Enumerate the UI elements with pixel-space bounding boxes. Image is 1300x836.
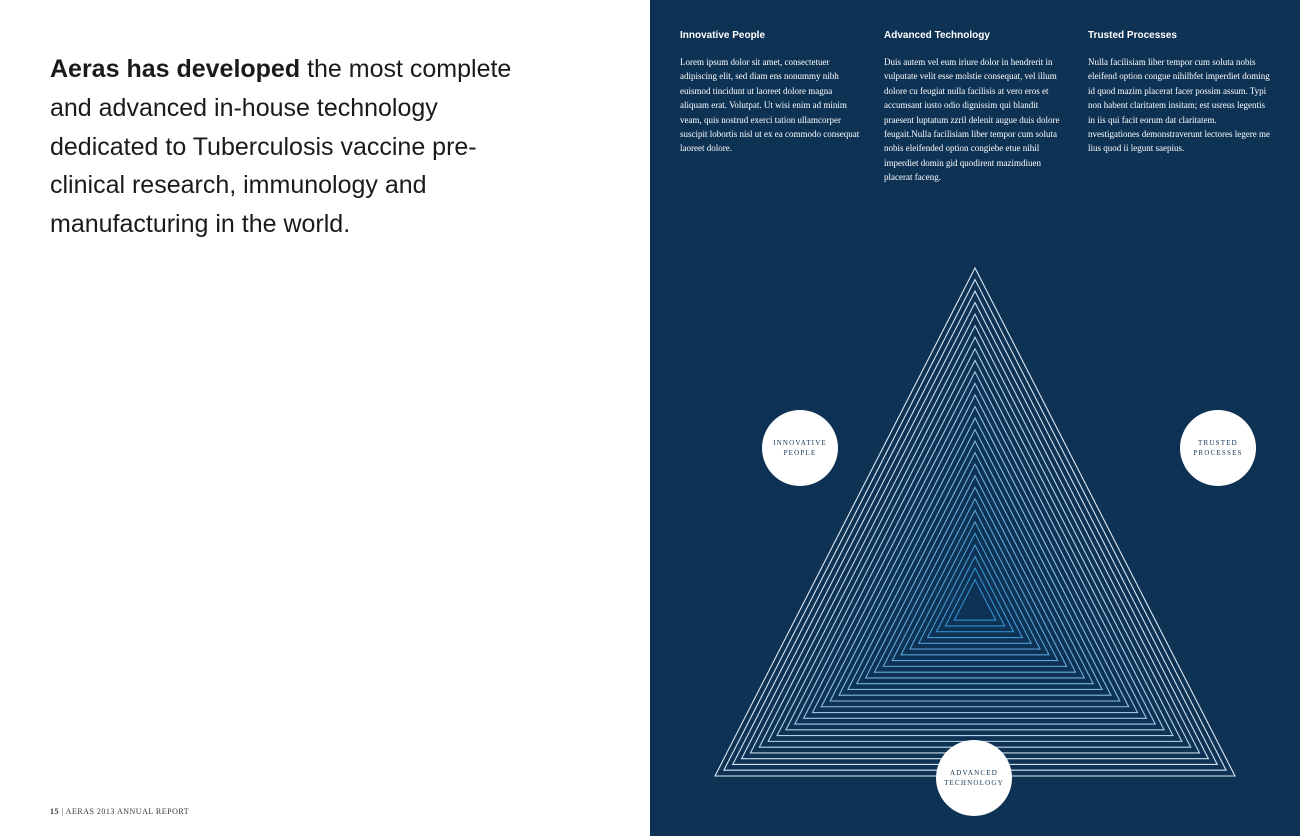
node-advanced-technology: ADVANCEDTECHNOLOGY <box>936 740 1012 816</box>
node-label: ADVANCEDTECHNOLOGY <box>944 768 1004 789</box>
column-trusted-processes: Trusted Processes Nulla facilisiam liber… <box>1088 30 1270 185</box>
column-body: Duis autem vel eum iriure dolor in hendr… <box>884 55 1066 185</box>
column-title: Innovative People <box>680 30 862 41</box>
column-body: Nulla facilisiam liber tempor cum soluta… <box>1088 55 1270 156</box>
node-innovative-people: INNOVATIVEPEOPLE <box>762 410 838 486</box>
footer-sep: | <box>59 807 66 816</box>
column-body: Lorem ipsum dolor sit amet, consectetuer… <box>680 55 862 156</box>
left-page: Aeras has developed the most complete an… <box>0 0 650 836</box>
headline: Aeras has developed the most complete an… <box>50 50 530 244</box>
page-footer: 15 | AERAS 2013 ANNUAL REPORT <box>50 807 189 816</box>
footer-text: AERAS 2013 ANNUAL REPORT <box>66 807 189 816</box>
page-number: 15 <box>50 807 59 816</box>
headline-bold: Aeras has developed <box>50 55 300 83</box>
node-label: INNOVATIVEPEOPLE <box>773 438 827 459</box>
column-title: Trusted Processes <box>1088 30 1270 41</box>
right-page: Innovative People Lorem ipsum dolor sit … <box>650 0 1300 836</box>
node-trusted-processes: TRUSTEDPROCESSES <box>1180 410 1256 486</box>
text-columns: Innovative People Lorem ipsum dolor sit … <box>680 30 1270 185</box>
column-advanced-technology: Advanced Technology Duis autem vel eum i… <box>884 30 1066 185</box>
column-innovative-people: Innovative People Lorem ipsum dolor sit … <box>680 30 862 185</box>
column-title: Advanced Technology <box>884 30 1066 41</box>
node-label: TRUSTEDPROCESSES <box>1193 438 1242 459</box>
